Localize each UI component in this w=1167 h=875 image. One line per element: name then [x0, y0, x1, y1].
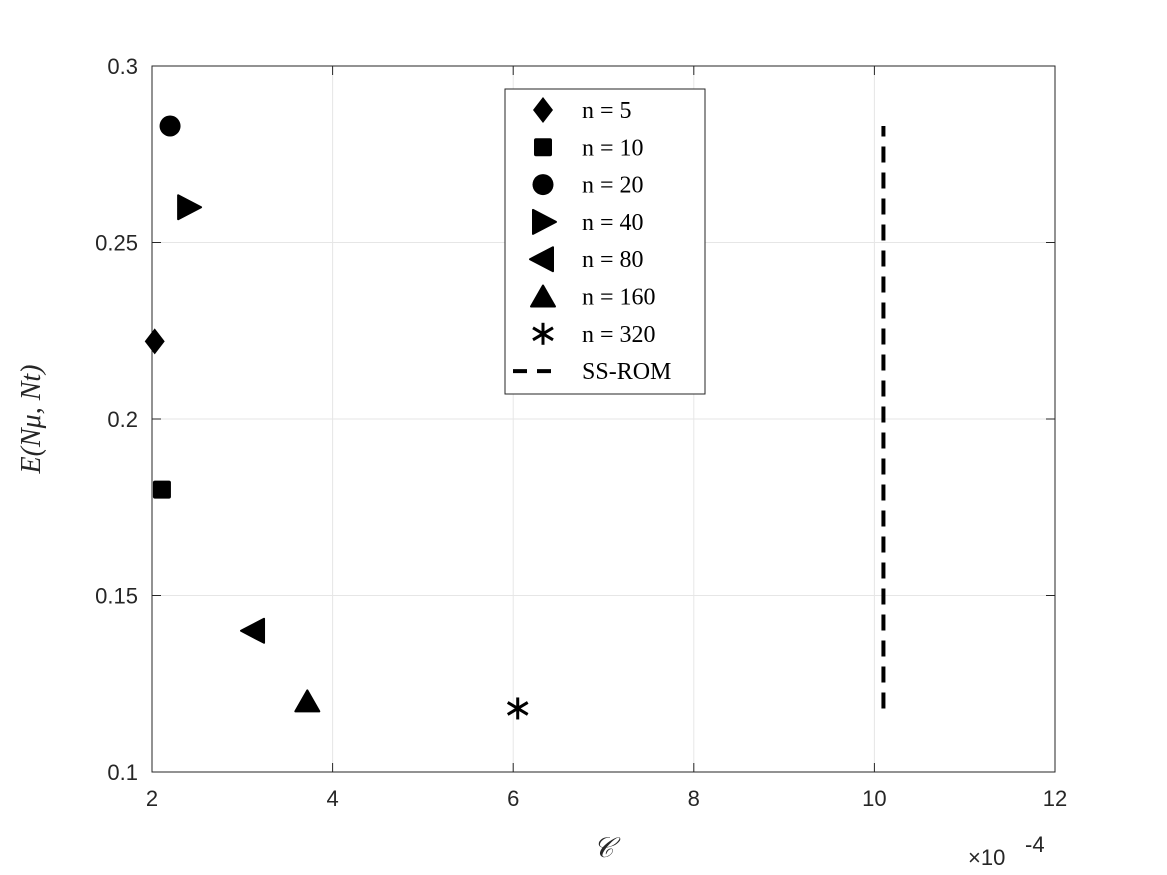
legend-marker-triangle-left: [529, 246, 554, 273]
data-point-triangle-up: [294, 689, 321, 713]
legend-label: n = 10: [582, 135, 644, 161]
x-tick-label: 6: [507, 786, 519, 811]
asterisk-stroke: [532, 326, 554, 342]
legend-label: n = 20: [582, 173, 644, 199]
y-axis-label: E(Nμ, Nt): [16, 365, 47, 475]
x-tick-label: 2: [146, 786, 158, 811]
legend-label: n = 160: [582, 285, 656, 311]
y-tick-label: 0.25: [95, 231, 138, 256]
y-tick-label: 0.15: [95, 584, 138, 609]
x-tick-label: 10: [862, 786, 886, 811]
x-exponent-power: -4: [1025, 832, 1045, 857]
x-tick-label: 4: [326, 786, 338, 811]
legend-label: SS-ROM: [582, 359, 671, 385]
x-axis-label: 𝒞: [593, 833, 621, 864]
legend-marker-asterisk: [532, 322, 554, 345]
data-point-square: [152, 480, 171, 499]
asterisk-stroke: [506, 701, 529, 716]
legend-label: n = 40: [582, 210, 644, 236]
axes-box: [151, 65, 1056, 773]
data-point-triangle-right: [177, 194, 203, 221]
data-point-circle: [159, 115, 181, 137]
legend-label: n = 80: [582, 247, 644, 273]
legend-marker-triangle-right: [532, 208, 557, 235]
legend-label: n = 5: [582, 98, 632, 124]
x-exponent-base: ×10: [968, 845, 1005, 870]
x-tick-label: 12: [1043, 786, 1067, 811]
legend-marker-circle: [532, 174, 554, 196]
y-tick-label: 0.2: [107, 407, 138, 432]
legend-marker-square: [534, 138, 552, 157]
legend: n = 5 n = 10 n = 20 n = 40 n = 80 n = 160 n = …: [504, 88, 706, 395]
data-point-triangle-left: [240, 617, 266, 644]
data-point-asterisk: [506, 697, 529, 720]
legend-label: n = 320: [582, 322, 656, 348]
x-tick-label: 8: [688, 786, 700, 811]
y-tick-label: 0.3: [107, 54, 138, 79]
legend-marker-diamond: [533, 97, 553, 123]
legend-marker-triangle-up: [530, 284, 556, 308]
data-point-diamond: [144, 328, 165, 355]
y-tick-label: 0.1: [107, 760, 138, 785]
